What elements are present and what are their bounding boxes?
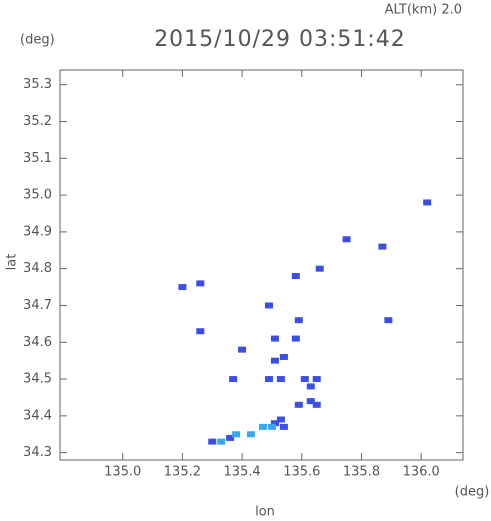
echo-point bbox=[291, 273, 300, 280]
echo-point bbox=[270, 335, 279, 342]
x-tick-label: 135.2 bbox=[164, 465, 201, 480]
y-axis-label: lat bbox=[5, 254, 20, 271]
chart-title: 2015/10/29 03:51:42 bbox=[154, 27, 406, 52]
y-tick-label: 35.3 bbox=[23, 77, 52, 92]
echo-point bbox=[232, 431, 241, 438]
echo-point bbox=[279, 353, 288, 360]
echo-point bbox=[306, 398, 315, 405]
x-tick-label: 135.4 bbox=[223, 465, 260, 480]
x-tick-label: 136.0 bbox=[403, 465, 440, 480]
y-tick-label: 35.1 bbox=[23, 151, 52, 166]
echo-point bbox=[306, 383, 315, 390]
x-unit: (deg) bbox=[455, 485, 490, 500]
echo-point bbox=[294, 401, 303, 408]
y-tick-label: 34.7 bbox=[23, 298, 52, 313]
echo-point bbox=[423, 199, 432, 206]
echo-point bbox=[276, 416, 285, 423]
y-tick-label: 34.3 bbox=[23, 445, 52, 460]
plot-frame bbox=[59, 69, 464, 461]
y-tick-label: 34.6 bbox=[23, 335, 52, 350]
echo-point bbox=[229, 376, 238, 383]
y-tick-label: 34.8 bbox=[23, 261, 52, 276]
x-tick-label: 135.0 bbox=[104, 465, 141, 480]
altitude-label: ALT(km) 2.0 bbox=[385, 3, 462, 18]
echo-point bbox=[294, 317, 303, 324]
y-tick-label: 34.9 bbox=[23, 224, 52, 239]
echo-point bbox=[178, 284, 187, 291]
echo-point bbox=[312, 376, 321, 383]
echo-point bbox=[264, 376, 273, 383]
y-tick-label: 34.5 bbox=[23, 372, 52, 387]
y-tick-label: 35.0 bbox=[23, 188, 52, 203]
y-unit: (deg) bbox=[20, 33, 55, 48]
echo-point bbox=[267, 423, 276, 430]
echo-point bbox=[342, 236, 351, 243]
echo-point bbox=[226, 434, 235, 441]
echo-point bbox=[378, 243, 387, 250]
echo-point bbox=[384, 317, 393, 324]
echo-point bbox=[300, 376, 309, 383]
echo-point bbox=[315, 265, 324, 272]
echo-point bbox=[291, 335, 300, 342]
echo-point bbox=[247, 431, 256, 438]
echo-point bbox=[238, 346, 247, 353]
echo-point bbox=[208, 438, 217, 445]
echo-point bbox=[270, 420, 279, 427]
echo-point bbox=[196, 280, 205, 287]
y-tick-label: 34.4 bbox=[23, 408, 52, 423]
echo-point bbox=[270, 357, 279, 364]
x-tick-label: 135.8 bbox=[343, 465, 380, 480]
x-tick-label: 135.6 bbox=[283, 465, 320, 480]
echo-point bbox=[312, 401, 321, 408]
echo-point bbox=[196, 328, 205, 335]
echo-point bbox=[258, 423, 267, 430]
echo-point bbox=[264, 302, 273, 309]
echo-point bbox=[279, 423, 288, 430]
echo-point bbox=[217, 438, 226, 445]
echo-point bbox=[276, 376, 285, 383]
y-tick-label: 35.2 bbox=[23, 114, 52, 129]
x-axis-label: lon bbox=[255, 505, 275, 520]
